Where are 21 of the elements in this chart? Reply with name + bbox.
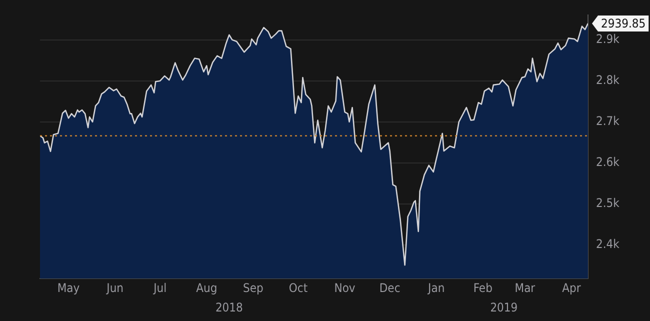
- x-tick-label: Feb: [473, 280, 493, 295]
- y-tick-label: 2.8k: [596, 72, 620, 87]
- y-tick-label: 2.7k: [596, 114, 620, 128]
- y-tick-label: 2.6k: [596, 155, 620, 170]
- x-tick-label: Mar: [514, 280, 536, 295]
- annotation: 2939.85: [601, 16, 646, 31]
- y-tick-label: 2.4k: [596, 237, 620, 252]
- x-tick-label: Jul: [152, 280, 167, 295]
- text: 2019: [490, 300, 518, 315]
- y-tick-label: 2.5k: [596, 196, 620, 210]
- x-tick-label: Sep: [243, 280, 264, 295]
- x-tick-label: Nov: [334, 280, 356, 295]
- x-tick-label: Apr: [562, 280, 582, 295]
- x-tick-label: Jan: [427, 280, 445, 295]
- text: 2018: [215, 300, 244, 315]
- x-tick-label: Jun: [106, 280, 124, 295]
- x-tick-label: Oct: [288, 280, 308, 295]
- x-tick-label: May: [57, 280, 80, 295]
- x-tick-label: Dec: [379, 280, 400, 295]
- y-tick-label: 2.9k: [596, 32, 620, 46]
- x-tick-label: Aug: [196, 280, 218, 295]
